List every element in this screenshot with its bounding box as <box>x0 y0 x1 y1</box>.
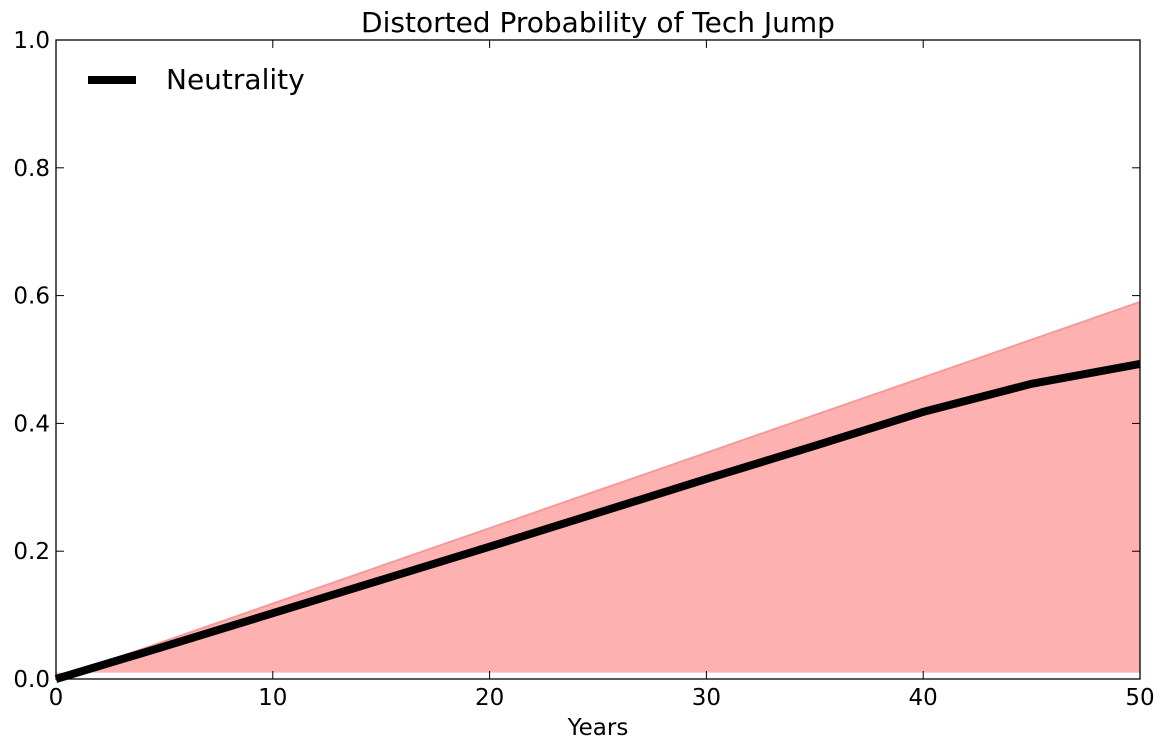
band-upper-edge <box>55 301 1141 680</box>
y-tick-label: 0.2 <box>13 539 50 565</box>
y-tick-label: 0.0 <box>13 667 50 693</box>
x-tick-label: 40 <box>909 685 938 711</box>
x-tick-label: 30 <box>692 685 721 711</box>
x-tick-label: 0 <box>49 685 64 711</box>
y-tick-label: 0.4 <box>13 411 50 437</box>
plot-frame <box>55 39 1141 680</box>
y-tick-label: 1.0 <box>13 28 50 54</box>
x-axis-label: Years <box>567 715 629 741</box>
x-tick-label: 10 <box>258 685 287 711</box>
legend-label: Neutrality <box>166 63 305 96</box>
y-tick-label: 0.8 <box>13 156 50 182</box>
x-tick-label: 20 <box>475 685 504 711</box>
data-line <box>54 360 1141 683</box>
y-tick-label: 0.6 <box>13 284 50 310</box>
x-tick-label: 50 <box>1125 685 1154 711</box>
chart-title: Distorted Probability of Tech Jump <box>361 6 835 39</box>
